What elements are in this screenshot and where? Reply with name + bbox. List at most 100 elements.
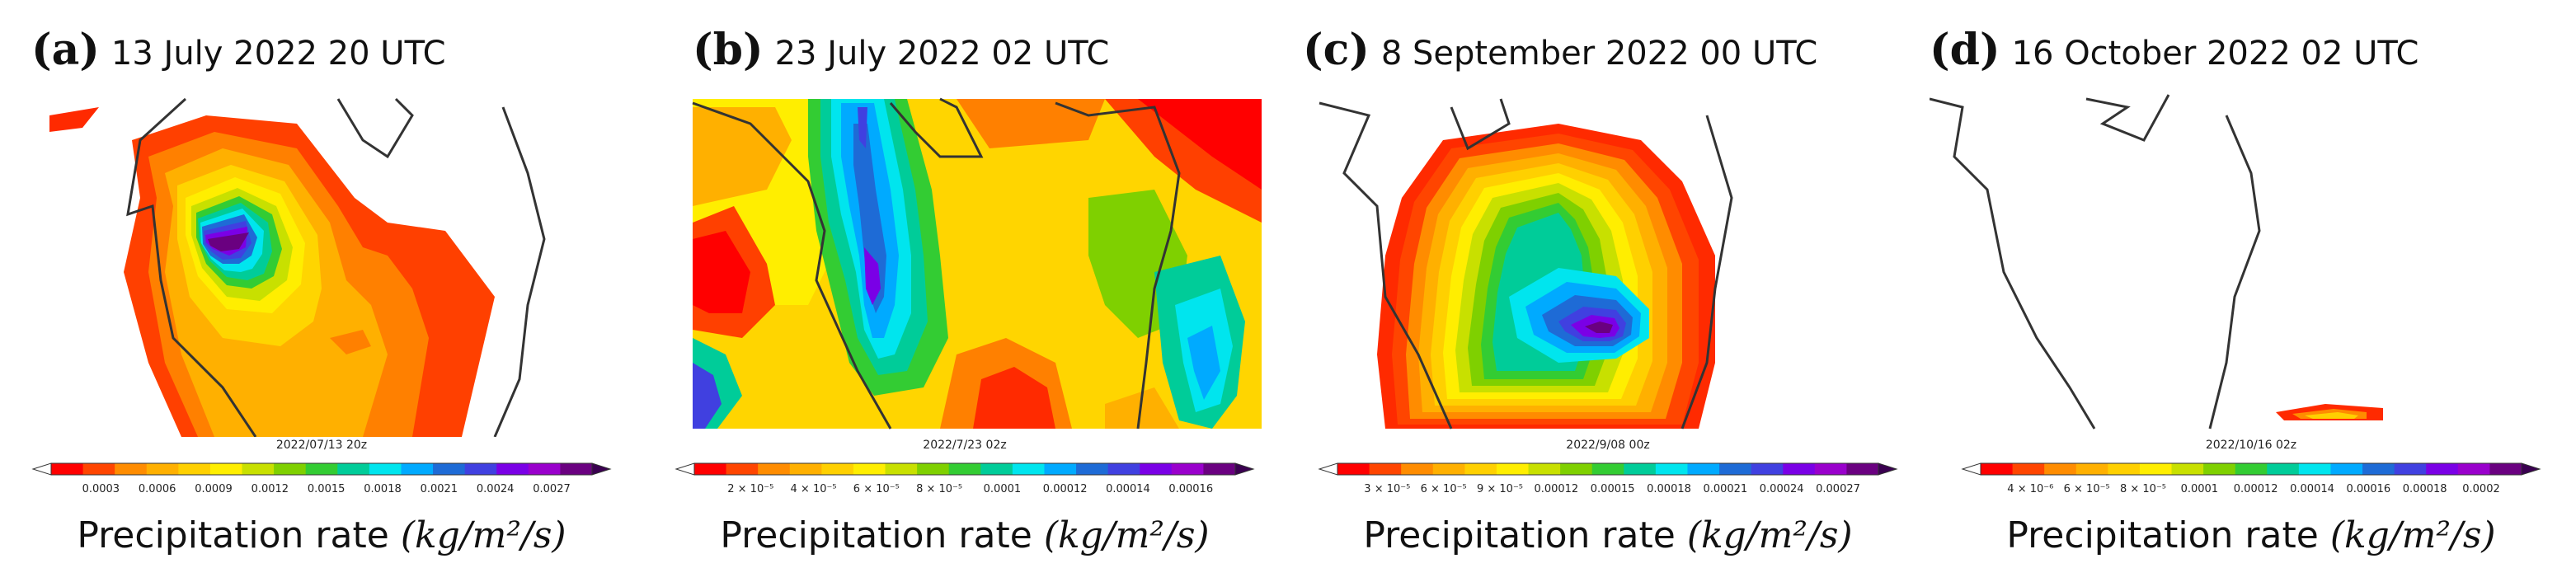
colorbar-tick-label: 0.0018: [364, 483, 402, 495]
colorbar-timestamp: 2022/10/16 02z: [2205, 439, 2297, 452]
precip-contour: [2305, 412, 2358, 419]
colorbar-tick-label: 0.00021: [1703, 483, 1748, 495]
colorbar-extension-right: [591, 462, 612, 476]
panel-c: (c) 8 September 2022 00 UTC 2022/9/08 00z…: [1286, 0, 1930, 582]
colorbar-swatch: [1719, 463, 1752, 475]
colorbar-timestamp: 2022/07/13 20z: [275, 439, 368, 452]
colorbar-swatch: [726, 463, 759, 475]
coastline: [493, 106, 546, 437]
colorbar-tick-label: 0.0024: [476, 483, 515, 495]
colorbar-extension-right: [2521, 462, 2541, 476]
colorbar-swatch: [1496, 463, 1530, 475]
colorbar-tick-label: 0.00018: [1647, 483, 1691, 495]
colorbar-tick-label: 4 × 10⁻⁵: [790, 483, 837, 495]
colorbar-tick-label: 0.00012: [1534, 483, 1579, 495]
precip-contour: [1138, 99, 1262, 190]
colorbar-tick-label: 4 × 10⁻⁶: [2007, 483, 2054, 495]
precip-contour: [208, 232, 249, 251]
panel-letter: (c): [1303, 25, 1370, 75]
colorbar-swatch: [1528, 463, 1561, 475]
colorbar-axis-label: Precipitation rate (kg/m²/s): [1930, 514, 2573, 556]
colorbar-extension-left: [31, 462, 52, 476]
axis-label-text: Precipitation rate: [2006, 514, 2319, 556]
colorbar-swatch: [1591, 463, 1624, 475]
colorbar-swatch: [980, 463, 1013, 475]
colorbar-swatch: [146, 463, 179, 475]
axis-label-text: Precipitation rate: [77, 514, 389, 556]
precip-contour: [1105, 387, 1179, 429]
coastline: [126, 97, 257, 437]
colorbar-tick-label: 0.0003: [82, 483, 120, 495]
colorbar-swatch: [274, 463, 307, 475]
colorbar-swatch: [209, 463, 243, 475]
colorbar-swatch: [560, 463, 593, 475]
colorbar: [1318, 462, 1898, 476]
colorbar-swatch: [115, 463, 148, 475]
colorbar-swatch: [2330, 463, 2363, 475]
colorbar-swatch: [1464, 463, 1497, 475]
colorbar: [675, 462, 1255, 476]
colorbar-swatch: [1076, 463, 1109, 475]
precip-contour: [49, 107, 99, 132]
colorbar-swatch: [401, 463, 434, 475]
coastline: [1319, 101, 1453, 429]
axis-label-units: (kg/m²/s): [1043, 514, 1210, 556]
colorbar: [31, 462, 612, 476]
precip-contour: [330, 330, 371, 354]
colorbar-swatch: [1560, 463, 1593, 475]
colorbar-tick-label: 0.0012: [251, 483, 289, 495]
colorbar-tick-label: 0.0001: [983, 483, 1022, 495]
colorbar-extension-left: [675, 462, 695, 476]
colorbar-swatch: [2012, 463, 2045, 475]
colorbar-swatch: [433, 463, 466, 475]
colorbar-swatch: [2171, 463, 2204, 475]
colorbar-swatch: [948, 463, 981, 475]
colorbar-tick-label: 0.00014: [1106, 483, 1150, 495]
colorbar-tick-label: 6 × 10⁻⁵: [1420, 483, 1467, 495]
colorbar-tick-label: 0.00027: [1816, 483, 1860, 495]
coastline: [692, 101, 892, 429]
coastline: [336, 97, 414, 159]
colorbar-swatch: [337, 463, 370, 475]
colorbar-tick-label: 0.00016: [2346, 483, 2391, 495]
colorbar-swatch: [2457, 463, 2490, 475]
colorbar-tick-label: 0.0015: [307, 483, 346, 495]
colorbar-swatch: [369, 463, 402, 475]
colorbar-swatch: [1203, 463, 1236, 475]
colorbar-frame: [50, 462, 593, 476]
precip-contour: [957, 99, 1105, 148]
panel-b: (b) 23 July 2022 02 UTC 2022/7/23 02z 2 ×…: [643, 0, 1286, 582]
precip-contour: [693, 231, 750, 313]
colorbar-swatch: [789, 463, 822, 475]
colorbar-swatch: [2203, 463, 2236, 475]
colorbar-swatch: [694, 463, 727, 475]
colorbar-tick-label: 0.0002: [2462, 483, 2500, 495]
colorbar-swatch: [528, 463, 561, 475]
colorbar-tick-label: 0.0027: [533, 483, 571, 495]
colorbar-swatch: [2267, 463, 2300, 475]
precip-contour: [858, 107, 867, 148]
colorbar-swatch: [2075, 463, 2108, 475]
coastline: [2208, 115, 2261, 429]
colorbar-tick-label: 0.00024: [1759, 483, 1804, 495]
colorbar-swatch: [853, 463, 886, 475]
precipitation-map: [1319, 98, 1733, 429]
panel-a: (a) 13 July 2022 20 UTC 2022/07/13 20z 0.…: [0, 0, 643, 582]
panel-date: 16 October 2022 02 UTC: [2011, 35, 2419, 73]
colorbar-tick-label: 8 × 10⁻⁵: [916, 483, 963, 495]
panel-letter: (b): [693, 25, 764, 75]
panel-title: (b) 23 July 2022 02 UTC: [693, 25, 1109, 75]
coastline: [889, 97, 984, 158]
coastline: [2085, 94, 2170, 142]
panel-date: 13 July 2022 20 UTC: [110, 35, 446, 73]
colorbar-frame: [1337, 462, 1879, 476]
precip-contour: [973, 367, 1055, 429]
colorbar-swatch: [2044, 463, 2077, 475]
colorbar-swatch: [1432, 463, 1465, 475]
axis-label-units: (kg/m²/s): [1686, 514, 1853, 556]
colorbar-swatch: [1655, 463, 1688, 475]
colorbar-swatch: [2426, 463, 2459, 475]
colorbar-tick-label: 6 × 10⁻⁵: [2063, 483, 2110, 495]
precipitation-map: [49, 97, 546, 437]
colorbar-tick-label: 6 × 10⁻⁵: [853, 483, 900, 495]
